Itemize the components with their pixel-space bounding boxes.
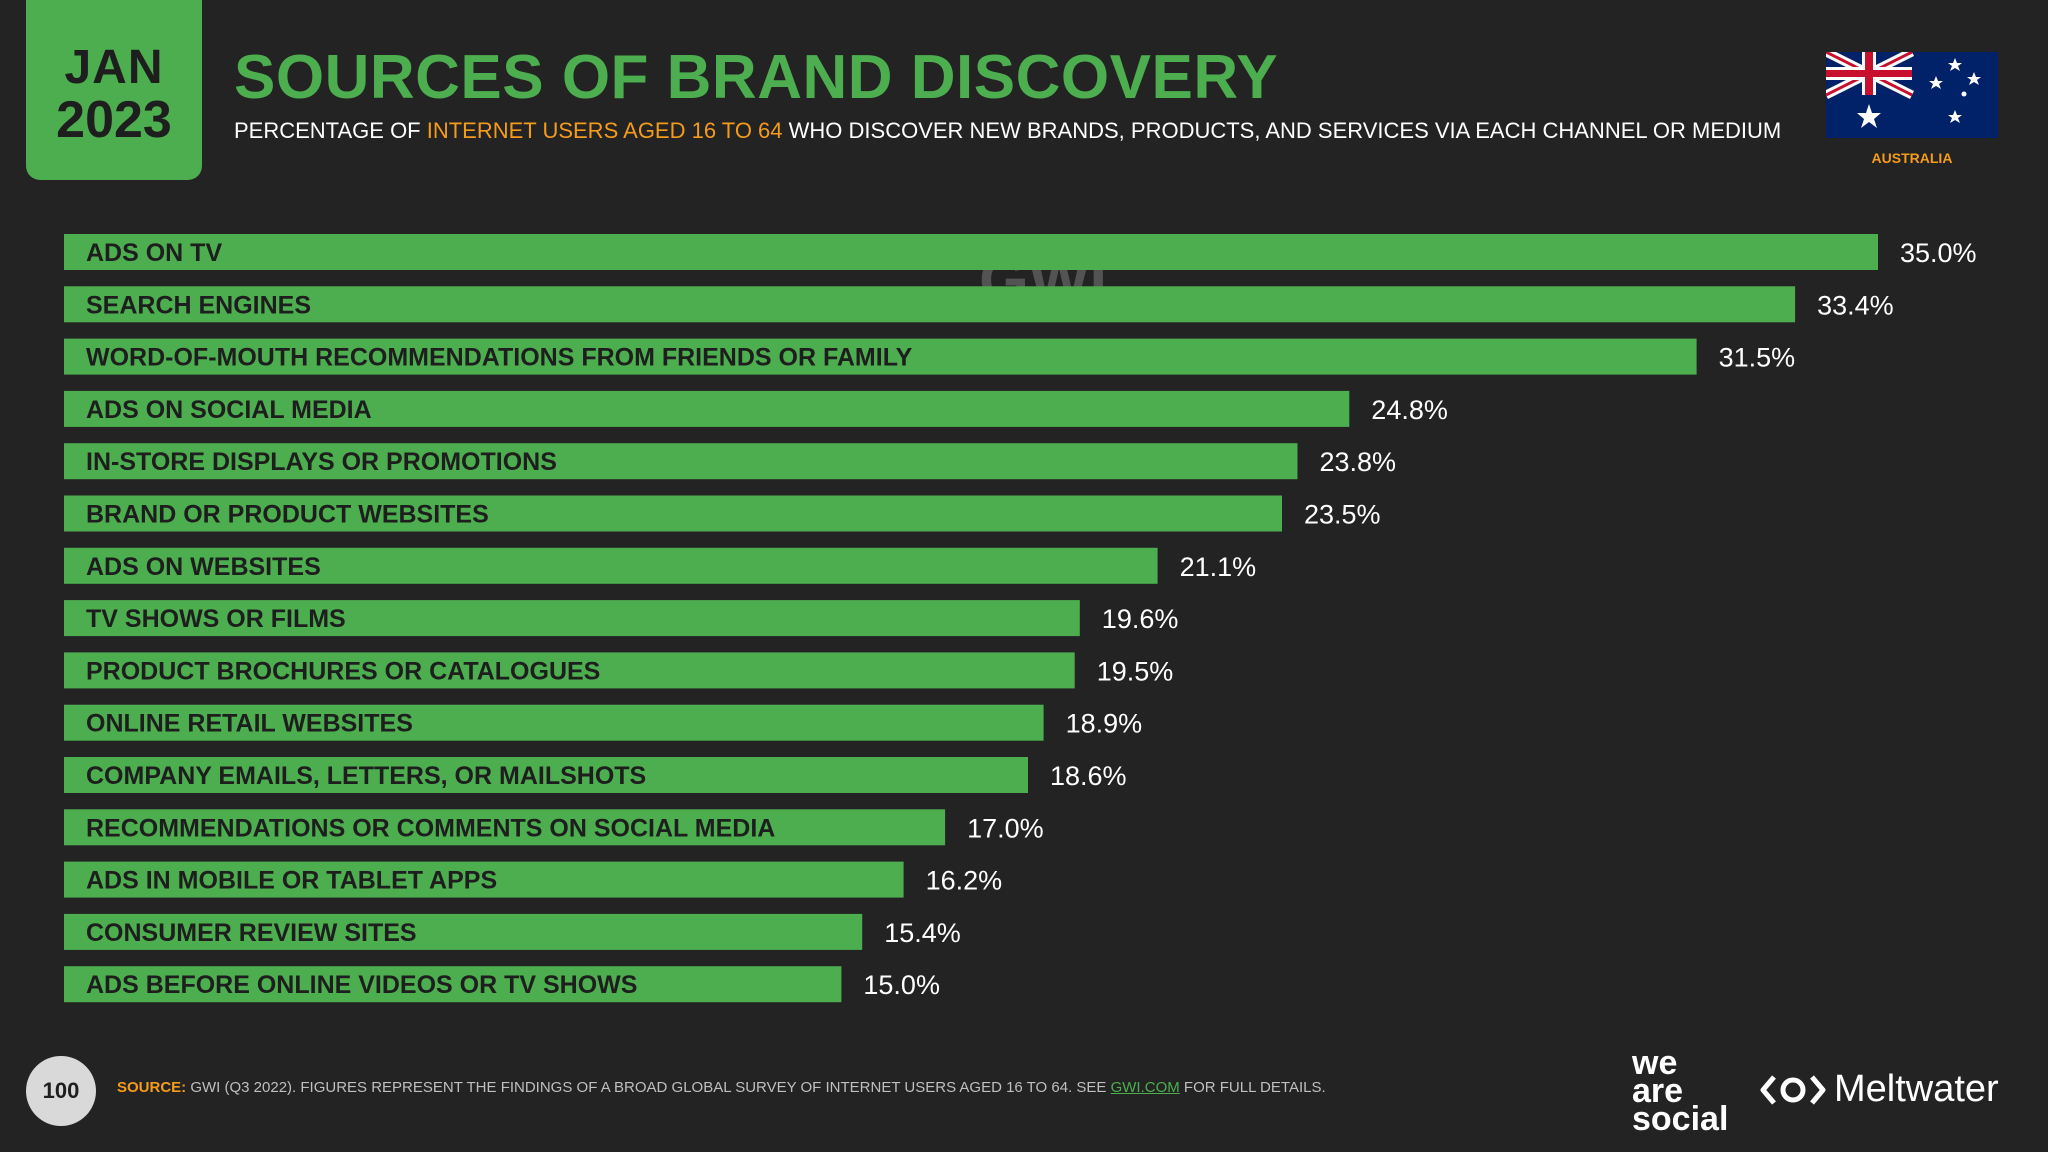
subtitle-highlight: INTERNET USERS AGED 16 TO 64 [426,118,783,143]
bar-label: COMPANY EMAILS, LETTERS, OR MAILSHOTS [86,762,646,790]
value-label: 33.4% [1817,290,1894,320]
meltwater-wordmark: Meltwater [1834,1068,1999,1110]
value-label: 19.6% [1102,604,1179,634]
bar-label: PRODUCT BROCHURES OR CATALOGUES [86,657,600,685]
value-label: 15.4% [884,918,961,948]
page-subtitle: PERCENTAGE OF INTERNET USERS AGED 16 TO … [234,118,1781,144]
source-note: SOURCE: GWI (Q3 2022). FIGURES REPRESENT… [117,1079,1326,1096]
page-number: 100 [26,1056,96,1126]
subtitle-start: PERCENTAGE OF [234,118,427,143]
bar [64,913,863,950]
value-label: 16.2% [926,866,1003,896]
bar [64,757,1028,793]
value-label: 18.9% [1066,709,1143,739]
source-tail: FOR FULL DETAILS. [1179,1079,1326,1096]
meltwater-logo: Meltwater [1760,1068,1999,1111]
bar [64,547,1158,584]
we-are-social-logo: we are social [1632,1044,1729,1138]
value-label: 23.8% [1320,447,1397,477]
bar [64,390,1350,427]
bar [64,495,1282,532]
subtitle-end: WHO DISCOVER NEW BRANDS, PRODUCTS, AND S… [782,118,1782,143]
bar [64,652,1075,689]
bar-label: ADS ON SOCIAL MEDIA [86,396,372,424]
bar [64,338,1697,375]
bar-label: IN-STORE DISPLAYS OR PROMOTIONS [86,448,557,476]
bar [64,704,1044,741]
value-label: 19.5% [1097,656,1174,686]
bar-label: TV SHOWS OR FILMS [86,605,346,633]
country-label: AUSTRALIA [1871,150,1953,166]
value-label: 15.0% [863,970,940,1000]
page-title: SOURCES OF BRAND DISCOVERY [234,43,1279,112]
date-year: 2023 [56,91,172,149]
bar-label: ONLINE RETAIL WEBSITES [86,710,413,738]
logo-line-we: we [1632,1044,1678,1082]
bar-label: SEARCH ENGINES [86,291,311,319]
bar-label: CONSUMER REVIEW SITES [86,919,417,947]
bar [64,809,946,846]
meltwater-mark-icon [1760,1074,1826,1105]
source-link[interactable]: GWI.COM [1110,1079,1180,1096]
logo-line-social: social [1632,1099,1729,1138]
value-label: 17.0% [967,813,1044,843]
bar-label: ADS BEFORE ONLINE VIDEOS OR TV SHOWS [86,971,637,999]
bar [64,861,904,898]
source-label: SOURCE: [117,1079,187,1096]
logo-line-are: are [1632,1071,1684,1110]
bar-label: WORD-OF-MOUTH RECOMMENDATIONS FROM FRIEN… [86,344,913,372]
source-text: GWI (Q3 2022). FIGURES REPRESENT THE FIN… [186,1079,1111,1096]
value-label: 31.5% [1719,343,1796,373]
bar [64,443,1298,480]
bar [64,234,1878,270]
bar-label: ADS ON TV [86,239,222,267]
bar-label: ADS ON WEBSITES [86,553,321,581]
value-label: 18.6% [1050,761,1127,791]
bar-label: BRAND OR PRODUCT WEBSITES [86,501,489,529]
bar-label: RECOMMENDATIONS OR COMMENTS ON SOCIAL ME… [86,814,775,842]
bar [64,286,1796,323]
value-label: 35.0% [1900,238,1977,268]
australia-flag-icon [1826,52,1998,138]
bar-label: ADS IN MOBILE OR TABLET APPS [86,867,497,895]
value-label: 21.1% [1180,552,1257,582]
date-badge: JAN 2023 [26,0,202,180]
bar [64,966,842,1003]
date-month: JAN [64,41,164,94]
value-label: 23.5% [1304,500,1381,530]
value-label: 24.8% [1371,395,1448,425]
bar [64,600,1080,637]
